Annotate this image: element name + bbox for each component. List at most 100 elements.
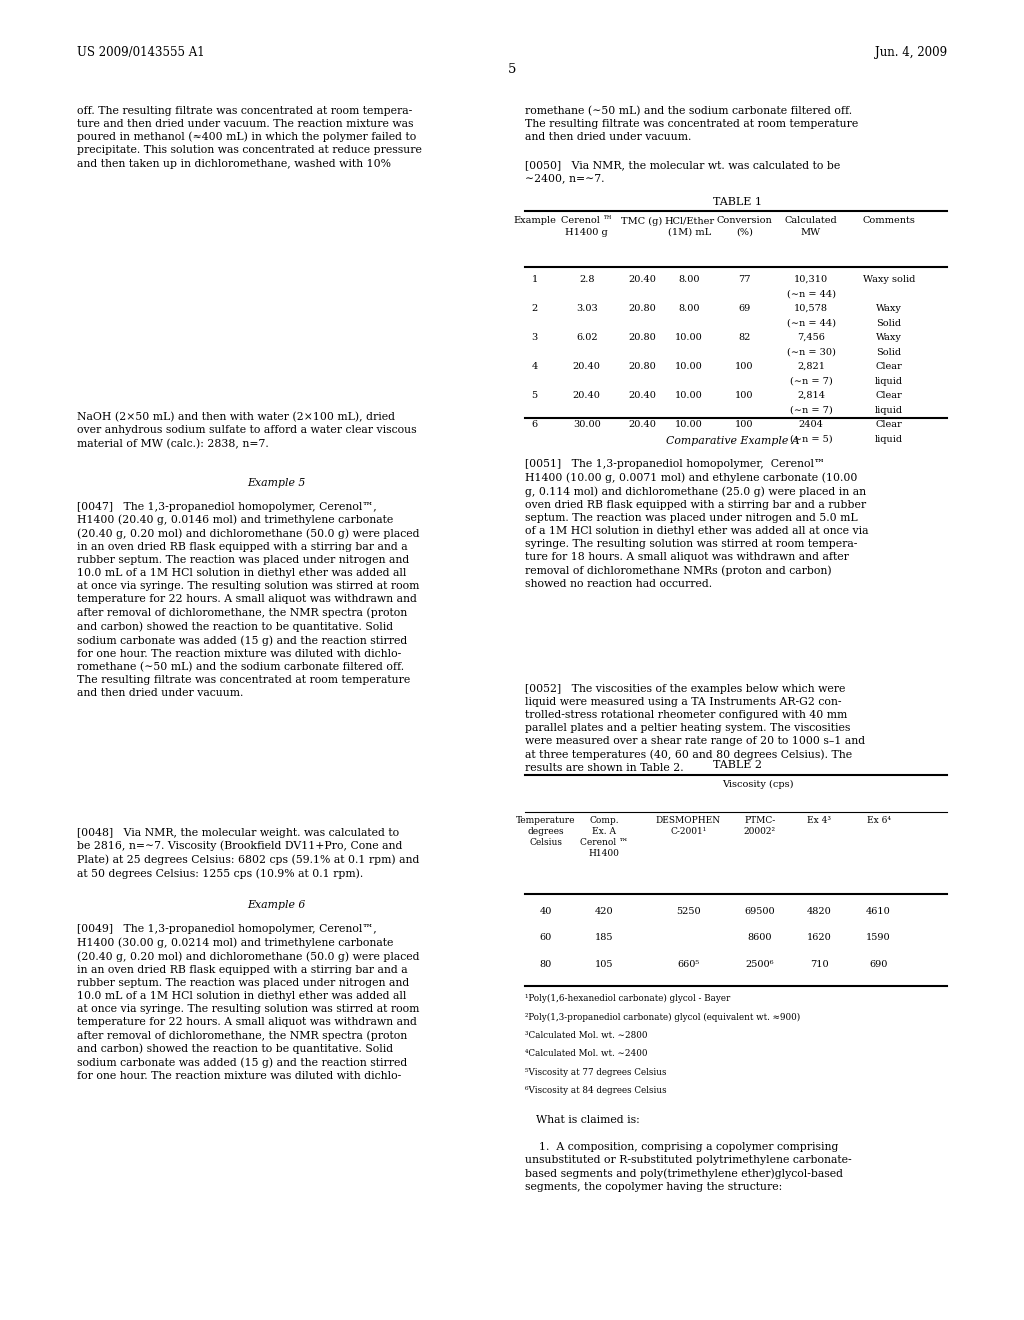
- Text: [0050]   Via NMR, the molecular wt. was calculated to be
∼2400, n=∼7.: [0050] Via NMR, the molecular wt. was ca…: [525, 160, 841, 182]
- Text: liquid: liquid: [874, 407, 903, 414]
- Text: 6: 6: [531, 420, 538, 429]
- Text: Example: Example: [513, 216, 556, 226]
- Text: Comp.
Ex. A
Cerenol ™
H1400: Comp. Ex. A Cerenol ™ H1400: [581, 816, 628, 858]
- Text: [0047]   The 1,3-propanediol homopolymer, Cerenol™,
H1400 (20.40 g, 0.0146 mol) : [0047] The 1,3-propanediol homopolymer, …: [77, 502, 419, 698]
- Text: Comments: Comments: [862, 216, 915, 226]
- Text: 20.40: 20.40: [572, 391, 601, 400]
- Text: ⁴Calculated Mol. wt. ∼2400: ⁴Calculated Mol. wt. ∼2400: [525, 1049, 648, 1059]
- Text: (∼n = 7): (∼n = 7): [790, 407, 833, 414]
- Text: liquid: liquid: [874, 436, 903, 444]
- Text: Cerenol ™
H1400 g: Cerenol ™ H1400 g: [561, 216, 612, 236]
- Text: NaOH (2×50 mL) and then with water (2×100 mL), dried
over anhydrous sodium sulfa: NaOH (2×50 mL) and then with water (2×10…: [77, 412, 417, 449]
- Text: 5250: 5250: [676, 907, 700, 916]
- Text: Jun. 4, 2009: Jun. 4, 2009: [876, 46, 947, 59]
- Text: 420: 420: [595, 907, 613, 916]
- Text: 185: 185: [595, 933, 613, 942]
- Text: [0048]   Via NMR, the molecular weight. was calculated to
be 2816, n=∼7. Viscosi: [0048] Via NMR, the molecular weight. wa…: [77, 828, 419, 879]
- Text: 10.00: 10.00: [675, 333, 703, 342]
- Text: 20.40: 20.40: [572, 362, 601, 371]
- Text: 2,821: 2,821: [797, 362, 825, 371]
- Text: ⁵Viscosity at 77 degrees Celsius: ⁵Viscosity at 77 degrees Celsius: [525, 1068, 667, 1077]
- Text: HCl/Ether
(1M) mL: HCl/Ether (1M) mL: [665, 216, 714, 236]
- Text: 20.80: 20.80: [628, 333, 656, 342]
- Text: 100: 100: [735, 362, 754, 371]
- Text: 100: 100: [735, 420, 754, 429]
- Text: (∼n = 44): (∼n = 44): [786, 290, 836, 298]
- Text: DESMOPHEN
C-2001¹: DESMOPHEN C-2001¹: [655, 816, 721, 836]
- Text: 20.40: 20.40: [628, 420, 656, 429]
- Text: 710: 710: [810, 960, 828, 969]
- Text: 10,578: 10,578: [794, 304, 828, 313]
- Text: 100: 100: [735, 391, 754, 400]
- Text: 2404: 2404: [799, 420, 823, 429]
- Text: Example 6: Example 6: [248, 900, 305, 911]
- Text: 2.8: 2.8: [579, 275, 595, 284]
- Text: (∼n = 5): (∼n = 5): [790, 436, 833, 444]
- Text: Solid: Solid: [877, 348, 901, 356]
- Text: [0051]   The 1,3-propanediol homopolymer,  Cerenol™
H1400 (10.00 g, 0.0071 mol) : [0051] The 1,3-propanediol homopolymer, …: [525, 459, 868, 589]
- Text: ²Poly(1,3-propanediol carbonate) glycol (equivalent wt. ≈900): ²Poly(1,3-propanediol carbonate) glycol …: [525, 1012, 801, 1022]
- Text: ³Calculated Mol. wt. ∼2800: ³Calculated Mol. wt. ∼2800: [525, 1031, 648, 1040]
- Text: Comparative Example A: Comparative Example A: [667, 436, 800, 446]
- Text: 10.00: 10.00: [675, 362, 703, 371]
- Text: off. The resulting filtrate was concentrated at room tempera-
ture and then drie: off. The resulting filtrate was concentr…: [77, 106, 422, 169]
- Text: 1620: 1620: [807, 933, 831, 942]
- Text: Waxy: Waxy: [876, 333, 902, 342]
- Text: 80: 80: [540, 960, 552, 969]
- Text: 7,456: 7,456: [797, 333, 825, 342]
- Text: [0052]   The viscosities of the examples below which were
liquid were measured u: [0052] The viscosities of the examples b…: [525, 684, 865, 772]
- Text: US 2009/0143555 A1: US 2009/0143555 A1: [77, 46, 205, 59]
- Text: PTMC-
20002²: PTMC- 20002²: [743, 816, 776, 836]
- Text: 4610: 4610: [866, 907, 891, 916]
- Text: 660⁵: 660⁵: [677, 960, 699, 969]
- Text: romethane (∼50 mL) and the sodium carbonate filtered off.
The resulting filtrate: romethane (∼50 mL) and the sodium carbon…: [525, 106, 858, 143]
- Text: (∼n = 7): (∼n = 7): [790, 378, 833, 385]
- Text: 2500⁶: 2500⁶: [745, 960, 774, 969]
- Text: ¹Poly(1,6-hexanediol carbonate) glycol - Bayer: ¹Poly(1,6-hexanediol carbonate) glycol -…: [525, 994, 730, 1003]
- Text: 6.02: 6.02: [575, 333, 598, 342]
- Text: What is claimed is:: What is claimed is:: [536, 1115, 639, 1126]
- Text: Temperature
degrees
Celsius: Temperature degrees Celsius: [516, 816, 575, 847]
- Text: 4: 4: [531, 362, 538, 371]
- Text: 30.00: 30.00: [572, 420, 601, 429]
- Text: Clear: Clear: [876, 391, 902, 400]
- Text: 82: 82: [738, 333, 751, 342]
- Text: 105: 105: [595, 960, 613, 969]
- Text: 1.  A composition, comprising a copolymer comprising
unsubstituted or R-substitu: 1. A composition, comprising a copolymer…: [525, 1142, 852, 1192]
- Text: 8.00: 8.00: [679, 304, 699, 313]
- Text: TMC (g): TMC (g): [622, 216, 663, 226]
- Text: 20.40: 20.40: [628, 275, 656, 284]
- Text: Waxy solid: Waxy solid: [862, 275, 915, 284]
- Text: Solid: Solid: [877, 319, 901, 327]
- Text: Waxy: Waxy: [876, 304, 902, 313]
- Text: Ex 4³: Ex 4³: [807, 816, 831, 825]
- Text: 8.00: 8.00: [679, 275, 699, 284]
- Text: TABLE 1: TABLE 1: [713, 197, 762, 207]
- Text: Calculated
MW: Calculated MW: [784, 216, 838, 236]
- Text: 20.80: 20.80: [628, 304, 656, 313]
- Text: 20.40: 20.40: [628, 391, 656, 400]
- Text: TABLE 2: TABLE 2: [713, 760, 762, 771]
- Text: 8600: 8600: [748, 933, 772, 942]
- Text: 2: 2: [531, 304, 538, 313]
- Text: 60: 60: [540, 933, 552, 942]
- Text: 3.03: 3.03: [575, 304, 598, 313]
- Text: 10.00: 10.00: [675, 391, 703, 400]
- Text: liquid: liquid: [874, 378, 903, 385]
- Text: [0049]   The 1,3-propanediol homopolymer, Cerenol™,
H1400 (30.00 g, 0.0214 mol) : [0049] The 1,3-propanediol homopolymer, …: [77, 924, 419, 1081]
- Text: 77: 77: [738, 275, 751, 284]
- Text: 10.00: 10.00: [675, 420, 703, 429]
- Text: 690: 690: [869, 960, 888, 969]
- Text: 20.80: 20.80: [628, 362, 656, 371]
- Text: 5: 5: [531, 391, 538, 400]
- Text: 4820: 4820: [807, 907, 831, 916]
- Text: 40: 40: [540, 907, 552, 916]
- Text: Clear: Clear: [876, 362, 902, 371]
- Text: 69: 69: [738, 304, 751, 313]
- Text: Clear: Clear: [876, 420, 902, 429]
- Text: ⁶Viscosity at 84 degrees Celsius: ⁶Viscosity at 84 degrees Celsius: [525, 1086, 667, 1096]
- Text: (∼n = 30): (∼n = 30): [786, 348, 836, 356]
- Text: 2,814: 2,814: [797, 391, 825, 400]
- Text: 3: 3: [531, 333, 538, 342]
- Text: 10,310: 10,310: [794, 275, 828, 284]
